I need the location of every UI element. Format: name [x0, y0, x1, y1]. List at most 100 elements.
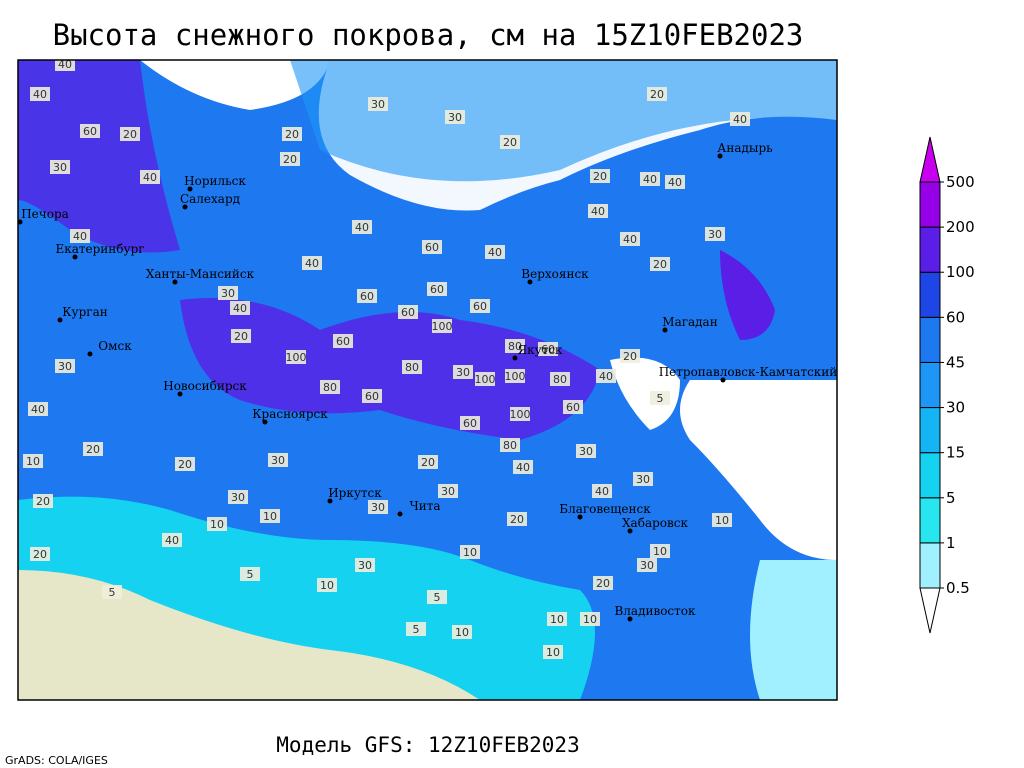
city-label: Якутск — [517, 343, 563, 357]
contour-label-box — [500, 135, 520, 149]
contour-label: 60 — [473, 300, 487, 313]
contour-label-box — [640, 172, 660, 186]
city-label: Петропавловск-Камчатский — [659, 365, 838, 379]
contour-label: 80 — [405, 361, 419, 374]
contour-label: 5 — [657, 392, 664, 405]
contour-label: 60 — [365, 390, 379, 403]
contour-label: 60 — [463, 417, 477, 430]
contour-label-box — [70, 229, 90, 243]
contour-label: 10 — [583, 613, 597, 626]
contour-label-box — [406, 622, 426, 636]
contour-label-box — [588, 204, 608, 218]
contour-label-box — [432, 319, 452, 333]
colorbar-label: 1 — [946, 534, 956, 552]
contour-label-box — [162, 533, 182, 547]
contour-label: 60 — [360, 290, 374, 303]
contour-label: 40 — [165, 534, 179, 547]
contour-label: 10 — [715, 514, 729, 527]
city-label: Владивосток — [614, 604, 696, 618]
contour-label: 5 — [434, 591, 441, 604]
contour-label-box — [33, 494, 53, 508]
contour-label: 20 — [33, 548, 47, 561]
contour-label: 40 — [58, 58, 72, 71]
city-label: Норильск — [184, 174, 246, 188]
contour-label: 30 — [579, 445, 593, 458]
contour-label-box — [460, 545, 480, 559]
city-marker — [172, 279, 178, 285]
japan-area — [750, 560, 837, 700]
contour-label-box — [333, 334, 353, 348]
city-label: Хабаровск — [622, 516, 688, 530]
contour-label: 20 — [623, 350, 637, 363]
pacific-ocean — [680, 380, 837, 560]
contour-label: 30 — [448, 111, 462, 124]
contour-label-box — [286, 350, 306, 364]
contour-label-box — [140, 170, 160, 184]
contour-label: 20 — [234, 330, 248, 343]
contour-label: 5 — [413, 623, 420, 636]
city-label: Чита — [409, 499, 440, 513]
contour-label: 60 — [336, 335, 350, 348]
contour-label-box — [576, 444, 596, 458]
contour-label-box — [427, 282, 447, 296]
contour-label-box — [355, 558, 375, 572]
contour-label: 100 — [505, 370, 526, 383]
contour-label-box — [357, 289, 377, 303]
contour-label: 30 — [53, 161, 67, 174]
contour-label: 80 — [503, 439, 517, 452]
colorbar-box — [919, 497, 941, 544]
contour-label-box — [460, 416, 480, 430]
contour-label-box — [475, 372, 495, 386]
contour-label: 20 — [650, 88, 664, 101]
contour-label-box — [368, 500, 388, 514]
contour-label: 30 — [640, 559, 654, 572]
contour-label-box — [28, 402, 48, 416]
arctic-ice — [140, 60, 330, 110]
colorbar-label: 0.5 — [946, 579, 970, 597]
contour-label: 40 — [355, 221, 369, 234]
colorbar-label: 15 — [946, 444, 965, 462]
city-marker — [187, 186, 193, 192]
contour-label-box — [507, 512, 527, 526]
contour-label: 40 — [595, 485, 609, 498]
colorbar-label: 30 — [946, 399, 965, 417]
contour-label: 30 — [271, 454, 285, 467]
contour-label: 60 — [541, 343, 555, 356]
colorbar-box — [919, 452, 941, 499]
contour-label: 40 — [73, 230, 87, 243]
contour-label-box — [620, 349, 640, 363]
city-marker — [627, 616, 633, 622]
colorbar-under — [919, 587, 941, 634]
contour-label-box — [80, 124, 100, 138]
colorbar-box — [919, 316, 941, 363]
colorbar-box — [919, 361, 941, 409]
colorbar-over — [919, 136, 941, 183]
colorbar-box — [919, 181, 941, 228]
contour-label: 20 — [178, 458, 192, 471]
city-marker — [72, 254, 78, 260]
contour-label-box — [55, 60, 75, 71]
contour-label: 80 — [553, 373, 567, 386]
cities: Норильск Салехард Печора ЕкатеринбургХанты-… — [18, 141, 838, 622]
contour-label: 40 — [33, 88, 47, 101]
city-label: Магадан — [662, 315, 717, 329]
snow-west — [18, 60, 180, 253]
contour-label: 40 — [591, 205, 605, 218]
contour-label-box — [231, 329, 251, 343]
contour-label: 80 — [323, 381, 337, 394]
contour-label-box — [230, 301, 250, 315]
city-marker — [18, 219, 23, 225]
contour-label-box — [218, 286, 238, 300]
contour-label-box — [580, 612, 600, 626]
contour-label-box — [563, 400, 583, 414]
contour-label-box — [590, 169, 610, 183]
city-label: Салехард — [180, 192, 240, 206]
contour-label: 10 — [653, 545, 667, 558]
contour-label: 10 — [263, 510, 277, 523]
contour-label: 20 — [36, 495, 50, 508]
contour-label-box — [650, 391, 670, 405]
contour-label-box — [30, 87, 50, 101]
contour-label: 40 — [668, 176, 682, 189]
contour-label-box — [712, 513, 732, 527]
